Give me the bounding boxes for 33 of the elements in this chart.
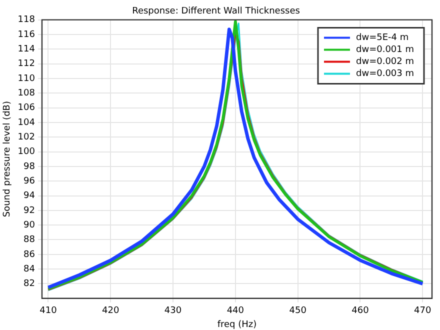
x-tick-label: 460 bbox=[352, 306, 370, 316]
y-tick-label: 116 bbox=[18, 30, 36, 40]
y-tick-label: 108 bbox=[18, 88, 36, 98]
y-tick-label: 114 bbox=[18, 44, 36, 54]
y-tick-label: 96 bbox=[24, 176, 36, 186]
x-tick-label: 420 bbox=[102, 306, 120, 316]
y-tick-label: 82 bbox=[24, 279, 35, 290]
y-tick-label: 110 bbox=[18, 74, 36, 84]
y-tick-label: 106 bbox=[18, 103, 36, 114]
y-tick-label: 98 bbox=[24, 162, 36, 172]
x-tick-label: 450 bbox=[289, 306, 307, 316]
legend-label: dw=0.001 m bbox=[356, 45, 414, 56]
y-axis-title: Sound pressure level (dB) bbox=[2, 101, 13, 218]
y-tick-label: 86 bbox=[24, 250, 36, 260]
y-tick-label: 112 bbox=[18, 59, 35, 70]
x-tick-label: 470 bbox=[414, 306, 432, 316]
y-tick-label: 94 bbox=[24, 191, 36, 202]
chart-title: Response: Different Wall Thicknesses bbox=[132, 6, 300, 17]
x-axis-title: freq (Hz) bbox=[217, 320, 257, 330]
y-tick-label: 92 bbox=[24, 206, 35, 216]
y-tick-label: 84 bbox=[24, 264, 36, 274]
y-tick-label: 118 bbox=[18, 15, 36, 26]
y-tick-label: 90 bbox=[24, 220, 36, 230]
y-tick-label: 88 bbox=[24, 235, 36, 246]
y-tick-label: 100 bbox=[18, 147, 36, 158]
legend-label: dw=0.003 m bbox=[356, 69, 414, 80]
x-tick-label: 440 bbox=[226, 306, 244, 316]
legend-label: dw=5E-4 m bbox=[356, 33, 409, 44]
y-tick-label: 102 bbox=[18, 132, 35, 142]
x-tick-label: 410 bbox=[40, 306, 58, 316]
legend-label: dw=0.002 m bbox=[356, 57, 414, 68]
x-tick-label: 430 bbox=[164, 306, 182, 316]
y-tick-label: 104 bbox=[18, 118, 36, 128]
